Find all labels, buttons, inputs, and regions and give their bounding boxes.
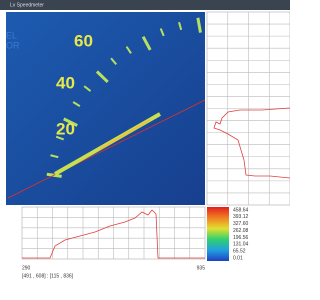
app-window: Lv Speedmeter EL OR 60 40 20 458.64393.1… <box>0 0 290 300</box>
window-title: Lv Speedmeter <box>10 2 44 8</box>
dial-label: 60 <box>74 31 93 50</box>
image-view: EL OR 60 40 20 <box>6 12 205 205</box>
colorbar-label: 131.04 <box>233 242 249 248</box>
colorbar-label: 262.08 <box>233 228 249 234</box>
axis-end: 935 <box>197 265 206 271</box>
dial-label: 20 <box>56 119 75 138</box>
colorbar-label: 196.56 <box>233 235 249 241</box>
status-text: [491 , 608] : [115 , 836] <box>22 273 74 279</box>
vertical-profile <box>207 12 290 205</box>
colorbar-label: 393.12 <box>233 214 249 220</box>
colorbar-label: 327.60 <box>233 221 249 227</box>
colorbar-label: 458.64 <box>233 207 249 213</box>
axis-start: 290 <box>22 265 31 271</box>
partial-text: EL <box>6 30 17 40</box>
colorbar: 458.64393.12327.60262.08196.56131.0465.5… <box>207 207 249 261</box>
horizontal-profile <box>22 207 205 259</box>
partial-text: OR <box>6 40 20 50</box>
colorbar-label: 0.01 <box>233 255 243 261</box>
dial-label: 40 <box>56 73 75 92</box>
colorbar-label: 65.52 <box>233 248 246 254</box>
